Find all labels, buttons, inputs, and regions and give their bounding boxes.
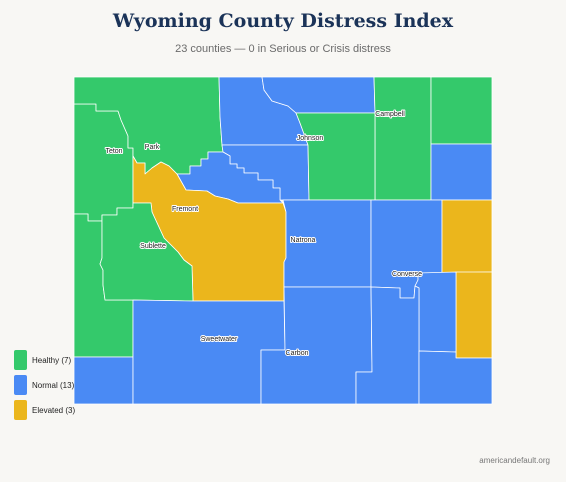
county-campbell[interactable] xyxy=(373,76,432,201)
county-niobrara[interactable] xyxy=(441,199,493,274)
county-laramie[interactable] xyxy=(418,350,493,405)
county-goshen[interactable] xyxy=(455,271,493,359)
county-crook[interactable] xyxy=(430,76,493,145)
source-credit: americandefault.org xyxy=(479,456,550,465)
county-label-teton: Teton xyxy=(105,148,122,155)
legend-swatch-healthy xyxy=(14,350,27,370)
legend-label-elevated: Elevated (3) xyxy=(32,405,76,415)
map-title: Wyoming County Distress Index xyxy=(112,10,454,32)
county-label-campbell: Campbell xyxy=(375,111,405,118)
county-sublette[interactable] xyxy=(99,202,194,302)
county-label-natrona: Natrona xyxy=(291,237,316,244)
county-platte[interactable] xyxy=(414,271,457,353)
county-label-sublette: Sublette xyxy=(140,243,166,250)
map-subtitle: 23 counties — 0 in Serious or Crisis dis… xyxy=(175,43,391,55)
legend-label-normal: Normal (13) xyxy=(32,380,75,390)
county-albany[interactable] xyxy=(355,285,420,405)
legend-label-healthy: Healthy (7) xyxy=(32,355,72,365)
legend-item-normal: Normal (13) xyxy=(14,375,75,395)
legend-item-healthy: Healthy (7) xyxy=(14,350,75,370)
county-weston[interactable] xyxy=(430,143,493,201)
legend-item-elevated: Elevated (3) xyxy=(14,400,75,420)
legend-swatch-normal xyxy=(14,375,27,395)
county-label-carbon: Carbon xyxy=(286,350,309,357)
county-label-johnson: Johnson xyxy=(297,135,324,142)
county-label-sweetwater: Sweetwater xyxy=(201,336,238,343)
county-label-converse: Converse xyxy=(392,271,422,278)
county-label-fremont: Fremont xyxy=(172,206,198,213)
county-label-park: Park xyxy=(145,144,160,151)
legend: Healthy (7) Normal (13) Elevated (3) xyxy=(14,350,75,425)
county-uinta[interactable] xyxy=(73,356,134,405)
legend-swatch-elevated xyxy=(14,400,27,420)
